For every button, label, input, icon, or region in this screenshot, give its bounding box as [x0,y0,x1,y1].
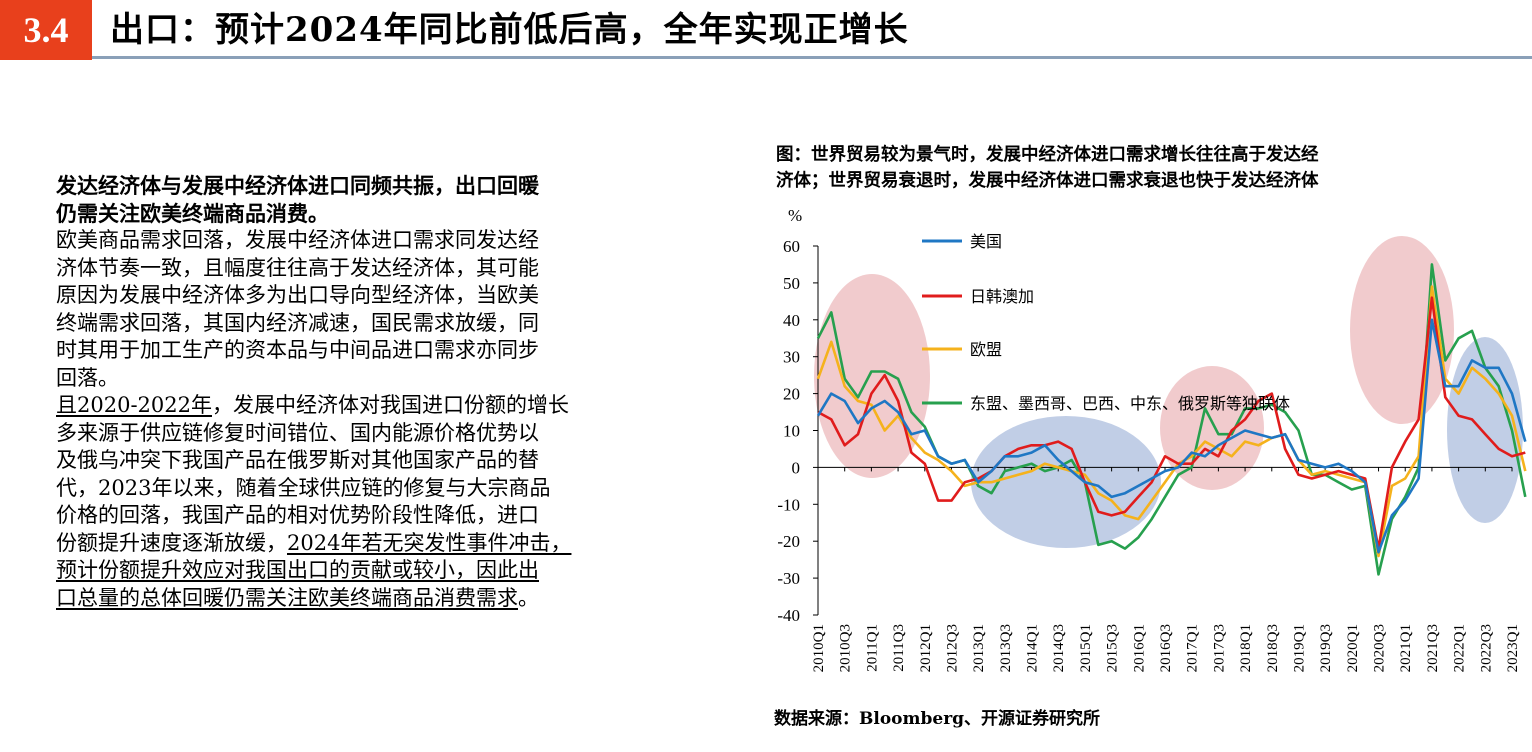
para2-line-3: 及俄乌冲突下我国产品在俄罗斯对其他国家产品的替 [56,448,539,472]
para1-line-1: 欧美商品需求回落，发展中经济体进口需求同发达经 [56,228,539,252]
chart-title: 图：世界贸易较为景气时，发展中经济体进口需求增长往往高于发达经 济体；世界贸易衰… [776,142,1476,194]
y-tick-label: -10 [777,495,800,514]
legend-label-1: 美国 [970,232,1002,251]
x-tick-label: 2011Q1 [864,624,880,672]
section-number: 3.4 [23,10,69,50]
y-tick-label: -20 [777,532,800,551]
para1-line-6: 回落。 [56,365,119,390]
x-tick-label: 2019Q3 [1318,624,1334,672]
series-line-3 [816,285,1527,558]
x-tick-label: 2014Q3 [1051,624,1067,672]
highlight-ellipses [814,236,1523,548]
highlight-ellipse-blue-2022 [1447,337,1523,523]
legend-label-2: 日韩澳加 [970,287,1034,306]
x-tick-label: 2022Q3 [1478,624,1494,672]
x-tick-label: 2017Q3 [1211,624,1227,672]
x-tick-label: 2021Q3 [1425,624,1441,672]
y-axis-unit: % [788,206,802,225]
x-tick-label: 2010Q3 [838,624,854,672]
x-tick-label: 2016Q1 [1131,624,1147,672]
para1-line-2: 济体节奏一致，且幅度往往高于发达经济体，其可能 [56,255,539,280]
y-tick-label: 10 [783,422,800,441]
para2-boxed-3: 口总量的总体回暖仍需关注欧美终端商品消费需求 [56,585,518,610]
text-heading-line-2: 仍需关注欧美终端商品消费。 [56,200,329,226]
y-tick-label: -30 [777,569,800,588]
x-tick-label: 2015Q1 [1078,624,1094,672]
para2-line-2: 多来源于供应链修复时间错位、国内能源价格优势以 [56,420,539,445]
text-heading-line-1: 发达经济体与发展中经济体进口同频共振，出口回暖 [56,173,539,198]
y-tick-label: 60 [783,237,800,256]
left-text-block: 发达经济体与发展中经济体进口同频共振，出口回暖 仍需关注欧美终端商品消费。 欧美… [56,172,706,612]
para1-line-5: 时其用于加工生产的资本品与中间品进口需求亦同步 [56,338,539,362]
legend-label-3: 欧盟 [970,340,1002,359]
title-rule [92,56,1532,59]
x-tick-label: 2014Q1 [1025,624,1041,672]
para2-boxed-2: 预计份额提升效应对我国出口的贡献或较小，因此出 [56,558,539,582]
x-tick-label: 2011Q3 [891,624,907,672]
highlight-ellipse-red-2010 [814,274,930,478]
y-tick-label: 20 [783,385,800,404]
y-tick-label: -40 [777,606,800,625]
x-tick-label: 2023Q1 [1505,624,1521,672]
y-tick-label: 50 [783,274,800,293]
x-tick-label: 2013Q3 [998,624,1014,672]
y-tick-label: 0 [792,458,801,477]
x-tick-label: 2018Q3 [1265,624,1281,672]
section-number-badge: 3.4 [0,0,92,60]
x-tick-label: 2016Q3 [1158,624,1174,672]
chart-series-lines [816,263,1527,576]
x-tick-label: 2013Q1 [971,624,987,672]
para1-line-4: 终端需求回落，其国内经济减速，国民需求放缓，同 [56,310,539,335]
x-tick-label: 2012Q1 [918,624,934,672]
y-tick-label: 30 [783,348,800,367]
x-tick-label: 2017Q1 [1185,624,1201,672]
source-note: 数据来源：Bloomberg、开源证券研究所 [774,709,1101,729]
para2-underlined-years: 且2020-2022年 [56,393,212,417]
x-tick-label: 2020Q3 [1372,624,1388,672]
para2-line-6-start: 份额提升速度逐渐放缓， [56,530,287,555]
para2-line-4: 代，2023年以来，随着全球供应链的修复与大宗商品 [56,475,551,500]
x-tick-label: 2012Q3 [944,624,960,672]
slide-title: 出口：预计2024年同比前低后高，全年实现正增长 [110,10,909,50]
x-tick-label: 2021Q1 [1398,624,1414,672]
series-line-1 [816,318,1527,554]
x-tick-label: 2019Q1 [1291,624,1307,672]
para2-line-7: 预计份额提升效应对我国出口的贡献或较小，因此出 [56,557,706,585]
para2-boxed-1: 2024年若无突发性事件冲击， [287,530,572,555]
y-tick-label: 40 [783,311,800,330]
series-line-2 [817,296,1526,550]
x-tick-label: 2010Q1 [811,624,827,672]
para2-line-1: 且2020-2022年，发展中经济体对我国进口份额的增长 [56,392,706,420]
x-tick-label: 2020Q1 [1345,624,1361,672]
chart-title-line-2: 济体；世界贸易衰退时，发展中经济体进口需求衰退也快于发达经济体 [776,171,1319,191]
para1-line-3: 原因为发展中经济体多为出口导向型经济体，当欧美 [56,283,539,307]
legend-label-4: 东盟、墨西哥、巴西、中东、俄罗斯等独联体 [970,394,1290,413]
para2-line-1-rest: ，发展中经济体对我国进口份额的增长 [211,393,569,417]
para2-line-5: 价格的回落，我国产品的相对优势阶段性降低，进口 [56,503,539,527]
highlight-ellipse-red-2017 [1160,366,1264,490]
x-tick-label: 2018Q1 [1238,624,1254,672]
para2-line-8: 口总量的总体回暖仍需关注欧美终端商品消费需求。 [56,585,706,613]
chart-title-line-1: 图：世界贸易较为景气时，发展中经济体进口需求增长往往高于发达经 [776,145,1319,165]
para2-end: 。 [518,585,539,610]
para2-line-6: 份额提升速度逐渐放缓，2024年若无突发性事件冲击， [56,530,706,558]
chart-axes: 60 50 40 30 20 10 0 -10 -20 -30 -40% 2010Q1 2010Q3 20… [777,206,1521,672]
x-tick-label: 2015Q3 [1105,624,1121,672]
x-tick-label: 2022Q1 [1452,624,1468,672]
